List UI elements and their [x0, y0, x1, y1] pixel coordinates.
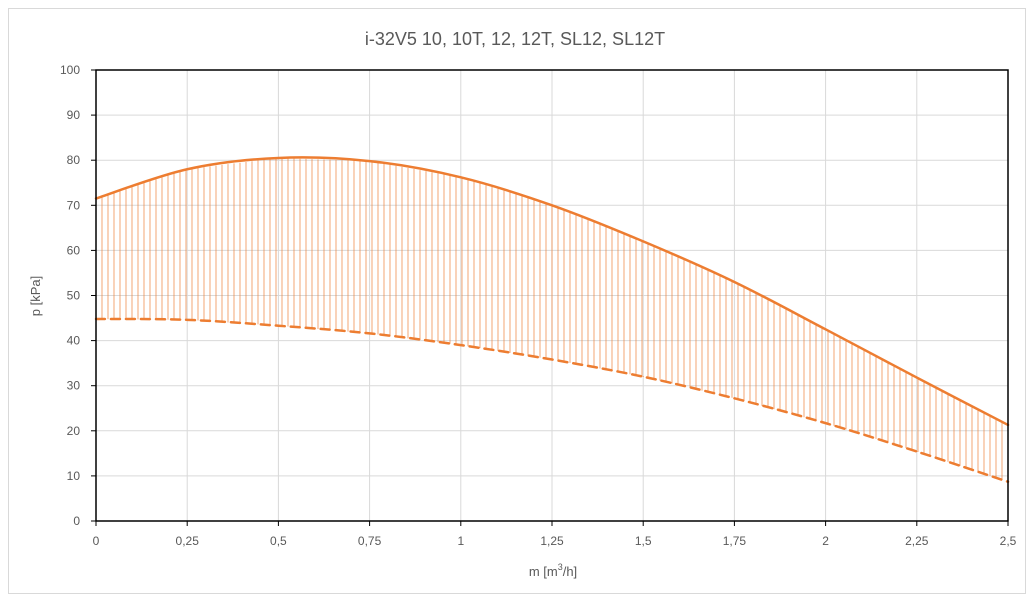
data-point — [460, 344, 462, 346]
data-point — [369, 332, 371, 334]
x-axis-label-main: m [m — [529, 564, 558, 579]
y-axis-label: p [kPa] — [28, 276, 43, 316]
data-point — [825, 422, 827, 424]
x-axis-ticks: 0 0,25 0,5 0,75 1 1,25 1,5 1,75 2 2,25 2,5 — [93, 521, 1017, 548]
x-tick-label: 0,5 — [270, 534, 287, 548]
x-axis-label-superscript: 3 — [558, 562, 563, 572]
y-tick-label: 80 — [67, 153, 81, 167]
x-axis-label-suffix: /h] — [563, 564, 577, 579]
y-tick-label: 20 — [67, 424, 81, 438]
data-point — [186, 168, 188, 170]
y-tick-label: 50 — [67, 289, 81, 303]
x-axis-label: m [m3/h] — [529, 562, 577, 579]
data-point — [825, 328, 827, 330]
data-point — [460, 176, 462, 178]
y-axis-ticks: 0 10 20 30 40 50 60 70 80 90 100 — [60, 63, 96, 528]
x-tick-label: 1,75 — [723, 534, 747, 548]
data-point — [277, 325, 279, 327]
data-point — [642, 376, 644, 378]
chart-title: i-32V5 10, 10T, 12, 12T, SL12, SL12T — [365, 29, 665, 49]
data-point — [277, 157, 279, 159]
data-point — [551, 204, 553, 206]
y-tick-label: 10 — [67, 469, 81, 483]
y-tick-label: 90 — [67, 108, 81, 122]
y-tick-label: 30 — [67, 379, 81, 393]
data-point — [916, 377, 918, 379]
x-tick-label: 2 — [822, 534, 829, 548]
y-tick-label: 70 — [67, 198, 81, 212]
x-tick-label: 1,5 — [635, 534, 652, 548]
x-tick-label: 0,25 — [176, 534, 200, 548]
x-tick-label: 0 — [93, 534, 100, 548]
data-point — [642, 240, 644, 242]
x-tick-label: 1 — [457, 534, 464, 548]
x-tick-label: 0,75 — [358, 534, 382, 548]
y-tick-label: 100 — [60, 63, 80, 77]
x-tick-label: 2,25 — [905, 534, 929, 548]
x-tick-label: 1,25 — [540, 534, 564, 548]
data-point — [186, 319, 188, 321]
range-hatch — [95, 158, 1009, 482]
chart-frame — [8, 8, 1026, 594]
data-point — [733, 281, 735, 283]
y-tick-label: 60 — [67, 243, 81, 257]
x-tick-label: 2,5 — [1000, 534, 1017, 548]
series-line-upper — [94, 156, 1010, 427]
data-point — [916, 451, 918, 453]
data-point — [551, 359, 553, 361]
data-point — [369, 160, 371, 162]
data-point — [733, 397, 735, 399]
y-tick-label: 40 — [67, 334, 81, 348]
y-tick-label: 0 — [73, 514, 80, 528]
